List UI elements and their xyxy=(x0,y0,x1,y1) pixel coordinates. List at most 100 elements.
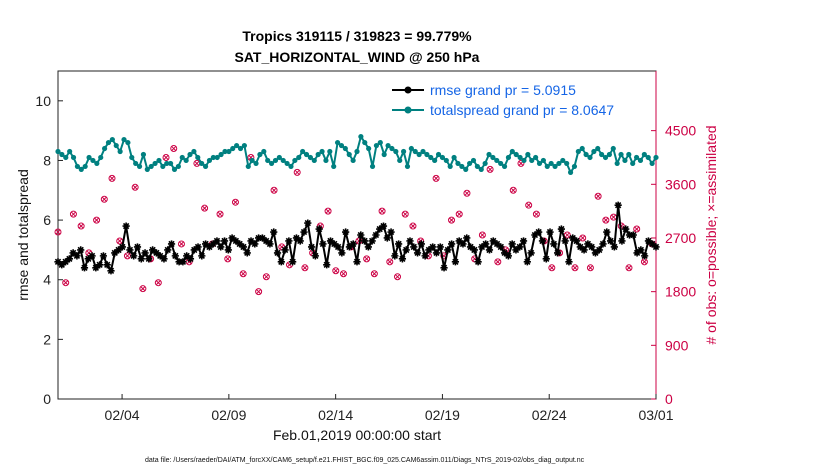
rmse-marker xyxy=(538,237,547,245)
rmse-marker xyxy=(523,258,531,266)
rmse-marker xyxy=(652,243,660,251)
rmse-marker xyxy=(376,225,384,233)
totalspread-marker xyxy=(544,163,550,170)
rmse-marker xyxy=(224,246,232,254)
rmse-marker xyxy=(357,231,365,239)
obs-possible-point xyxy=(633,225,641,233)
totalspread-marker xyxy=(334,139,341,146)
totalspread-marker xyxy=(494,157,500,164)
obs-assimilated-point xyxy=(240,271,246,277)
totalspread-marker xyxy=(536,160,543,167)
y2-tick-label: 4500 xyxy=(665,123,696,139)
obs-possible-point xyxy=(463,189,471,197)
rmse-marker xyxy=(307,243,316,251)
totalspread-marker xyxy=(121,136,127,143)
rmse-marker xyxy=(519,237,528,245)
totalspread-marker xyxy=(482,160,488,167)
obs-possible-point xyxy=(339,270,347,278)
obs-assimilated-point xyxy=(256,289,262,295)
totalspread-marker xyxy=(610,145,616,152)
obs-assimilated-point xyxy=(217,211,223,217)
rmse-marker xyxy=(504,252,512,260)
totalspread-marker xyxy=(354,148,360,155)
totalspread-marker xyxy=(179,154,185,161)
rmse-marker xyxy=(463,234,471,242)
rmse-marker xyxy=(383,234,391,242)
y-tick-label: 6 xyxy=(43,212,51,228)
totalspread-marker xyxy=(280,157,286,164)
y2-tick-label: 0 xyxy=(665,391,673,407)
obs-possible-point xyxy=(231,198,239,206)
rmse-marker xyxy=(591,249,600,257)
obs-assimilated-point xyxy=(109,175,115,181)
totalspread-marker xyxy=(272,157,279,164)
rmse-marker xyxy=(368,237,376,245)
obs-assimilated-point xyxy=(572,265,578,271)
totalspread-marker xyxy=(214,154,220,161)
totalspread-marker xyxy=(525,151,531,158)
obs-assimilated-point xyxy=(371,271,377,277)
obs-possible-point xyxy=(386,258,394,266)
totalspread-marker xyxy=(455,160,461,167)
rmse-marker xyxy=(61,258,70,266)
totalspread-marker xyxy=(416,151,422,158)
y-tick-label: 2 xyxy=(43,331,51,347)
obs-possible-point xyxy=(509,186,517,194)
totalspread-marker xyxy=(567,169,574,175)
totalspread-marker xyxy=(389,145,395,152)
totalspread-marker xyxy=(424,151,430,158)
rmse-marker xyxy=(603,228,611,236)
rmse-marker xyxy=(372,231,380,239)
rmse-marker xyxy=(54,258,62,266)
totalspread-marker xyxy=(400,148,407,155)
rmse-marker xyxy=(561,237,569,245)
rmse-marker xyxy=(266,240,274,248)
legend-rmse-label: rmse grand pr = 5.0915 xyxy=(430,82,576,98)
rmse-marker xyxy=(584,240,592,248)
totalspread-marker xyxy=(533,154,539,161)
totalspread-marker xyxy=(653,154,659,161)
rmse-marker xyxy=(440,264,448,272)
totalspread-marker xyxy=(78,166,84,172)
obs-assimilated-point xyxy=(194,160,200,166)
obs-assimilated-point xyxy=(402,211,408,217)
rmse-marker xyxy=(565,258,573,266)
obs-possible-point xyxy=(54,228,62,236)
totalspread-marker xyxy=(117,148,123,155)
obs-possible-point xyxy=(77,222,85,230)
rmse-marker xyxy=(281,246,289,254)
totalspread-marker xyxy=(140,151,147,158)
obs-assimilated-point xyxy=(580,235,586,241)
obs-assimilated-point xyxy=(94,217,100,223)
obs-possible-point xyxy=(224,255,232,263)
obs-possible-point xyxy=(625,264,633,272)
obs-assimilated-point xyxy=(325,208,331,214)
rmse-marker xyxy=(485,246,494,254)
obs-possible-point xyxy=(262,273,270,281)
obs-assimilated-point xyxy=(611,214,617,220)
totalspread-marker xyxy=(144,166,150,172)
totalspread-marker xyxy=(152,160,158,167)
rmse-marker xyxy=(387,228,395,236)
rmse-marker xyxy=(610,243,618,251)
obs-assimilated-point xyxy=(387,259,393,265)
totalspread-marker xyxy=(412,148,418,155)
rmse-marker xyxy=(330,240,338,248)
rmse-marker xyxy=(508,240,516,248)
totalspread-marker xyxy=(501,163,508,170)
x-tick-label: 02/19 xyxy=(425,407,460,423)
rmse-marker xyxy=(73,252,81,260)
obs-assimilated-point xyxy=(533,211,539,217)
rmse-marker xyxy=(501,249,509,257)
rmse-marker xyxy=(323,261,331,269)
totalspread-marker xyxy=(626,151,632,158)
rmse-marker xyxy=(478,243,486,251)
totalspread-marker xyxy=(575,148,581,155)
totalspread-marker xyxy=(307,154,314,161)
obs-possible-point xyxy=(548,264,556,272)
obs-assimilated-point xyxy=(479,232,485,238)
y-tick-label: 0 xyxy=(43,391,51,407)
obs-possible-point xyxy=(301,264,309,272)
totalspread-marker xyxy=(591,148,597,155)
